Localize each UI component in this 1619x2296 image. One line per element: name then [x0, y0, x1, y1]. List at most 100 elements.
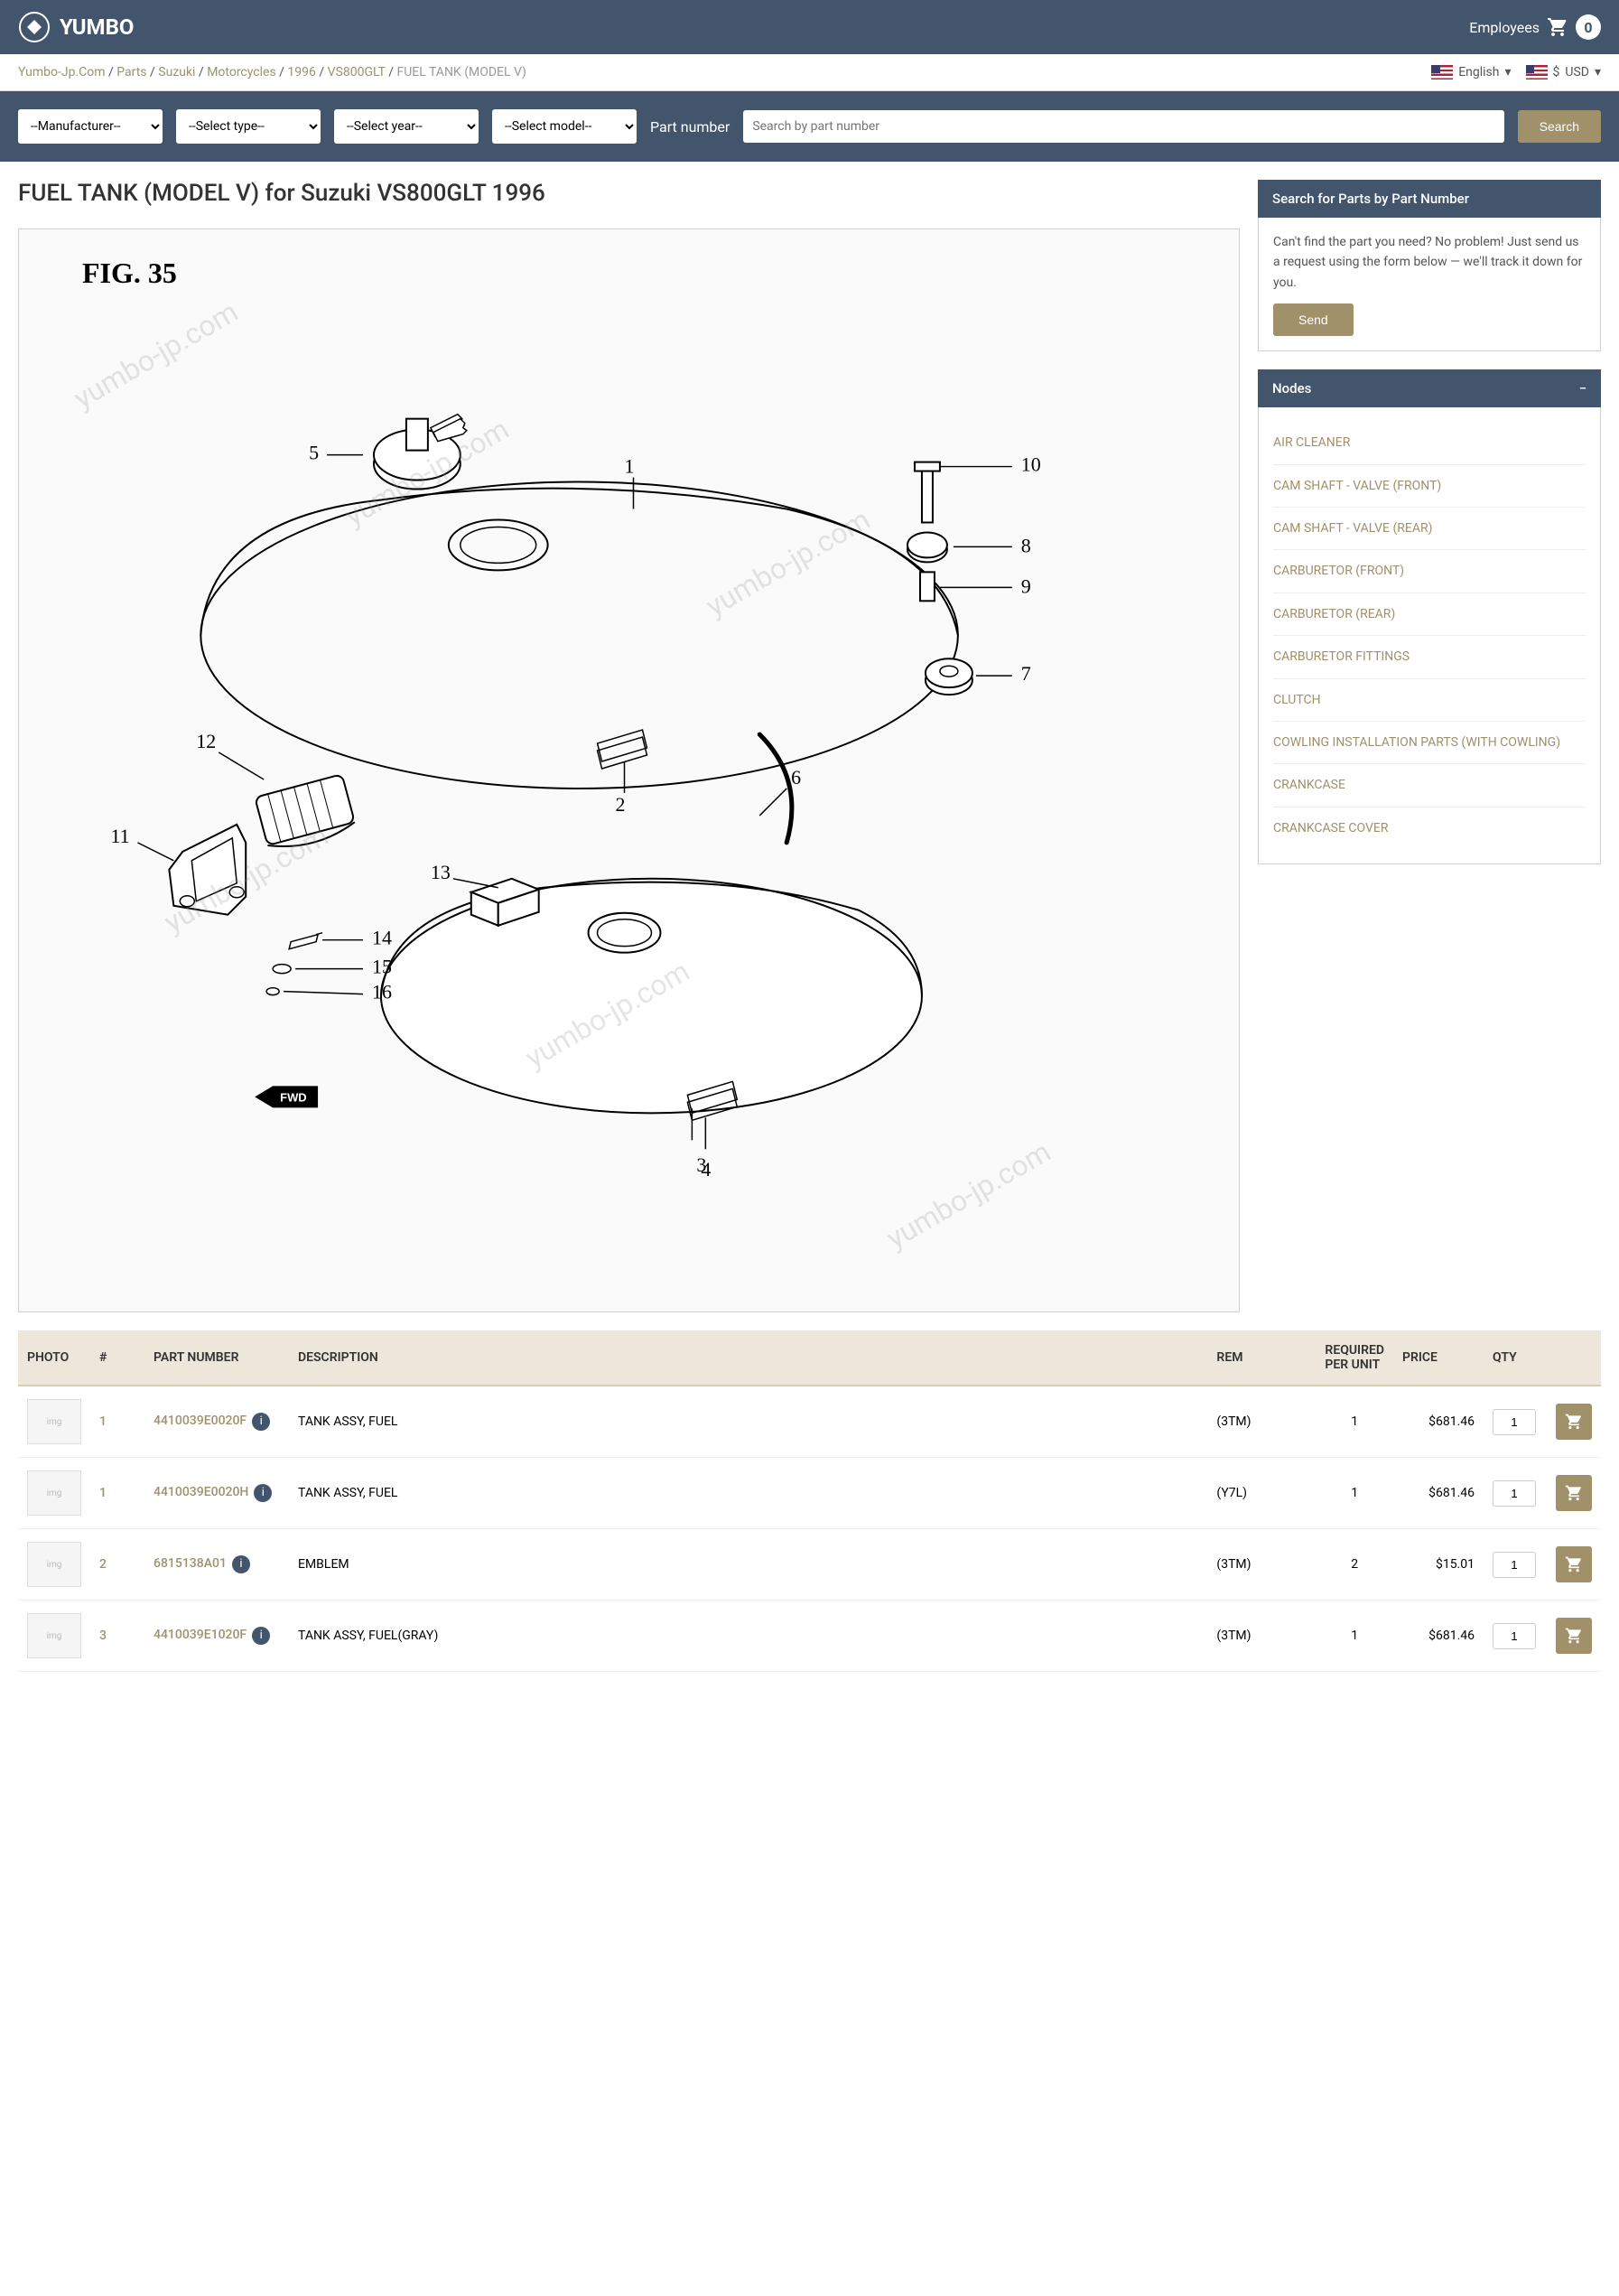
crumb-1[interactable]: Parts	[116, 65, 146, 79]
cell-req: 2	[1316, 1529, 1393, 1601]
node-item[interactable]: CAM SHAFT - VALVE (REAR)	[1273, 508, 1586, 550]
node-item[interactable]: COWLING INSTALLATION PARTS (WITH COWLING…	[1273, 722, 1586, 764]
qty-input[interactable]	[1493, 1409, 1536, 1435]
lang-currency: English ▾ $ USD ▾	[1431, 65, 1601, 79]
breadcrumb: Yumbo-Jp.Com / Parts / Suzuki / Motorcyc…	[18, 65, 526, 79]
node-item[interactable]: CARBURETOR (REAR)	[1273, 593, 1586, 636]
part-thumb[interactable]: img	[27, 1470, 81, 1516]
manufacturer-select[interactable]: --Manufacturer--	[18, 109, 163, 144]
main-content: FUEL TANK (MODEL V) for Suzuki VS800GLT …	[0, 162, 1619, 1330]
node-item[interactable]: AIR CLEANER	[1273, 422, 1586, 464]
ref-link[interactable]: 1	[99, 1414, 107, 1429]
type-select[interactable]: --Select type--	[176, 109, 321, 144]
cell-desc: TANK ASSY, FUEL	[289, 1386, 1207, 1458]
cell-add	[1547, 1529, 1601, 1601]
info-icon[interactable]: i	[232, 1555, 250, 1573]
part-thumb[interactable]: img	[27, 1542, 81, 1587]
qty-input[interactable]	[1493, 1552, 1536, 1578]
partnum-link[interactable]: 4410039E0020F	[154, 1414, 247, 1428]
th-req: REQUIRED PER UNIT	[1316, 1330, 1393, 1386]
nodes-section: Nodes − AIR CLEANER CAM SHAFT - VALVE (F…	[1258, 369, 1601, 864]
table-row: img 1 4410039E0020Fi TANK ASSY, FUEL (3T…	[18, 1386, 1601, 1458]
node-item[interactable]: CARBURETOR (FRONT)	[1273, 550, 1586, 593]
cell-req: 1	[1316, 1458, 1393, 1529]
crumb-4[interactable]: 1996	[287, 65, 315, 79]
cell-ref: 1	[90, 1458, 144, 1529]
svg-text:2: 2	[616, 793, 626, 816]
cell-price: $681.46	[1393, 1458, 1484, 1529]
info-icon[interactable]: i	[254, 1484, 272, 1502]
partnum-link[interactable]: 4410039E1020F	[154, 1628, 247, 1642]
search-button[interactable]: Search	[1518, 110, 1601, 143]
parts-table: PHOTO # PART NUMBER DESCRIPTION REM REQU…	[18, 1330, 1601, 1672]
add-cart-button[interactable]	[1556, 1404, 1592, 1440]
cell-qty	[1484, 1386, 1547, 1458]
cell-add	[1547, 1601, 1601, 1672]
ref-link[interactable]: 1	[99, 1486, 107, 1500]
info-icon[interactable]: i	[252, 1627, 270, 1645]
currency-selector[interactable]: $ USD ▾	[1526, 65, 1601, 79]
cell-desc: EMBLEM	[289, 1529, 1207, 1601]
partnum-input[interactable]	[743, 110, 1503, 143]
crumb-0[interactable]: Yumbo-Jp.Com	[18, 65, 106, 79]
partnum-link[interactable]: 6815138A01	[154, 1556, 227, 1571]
header-right: Employees 0	[1469, 14, 1601, 40]
crumb-5[interactable]: VS800GLT	[328, 65, 386, 79]
cell-photo: img	[18, 1601, 90, 1672]
header-bar: YUMBO Employees 0	[0, 0, 1619, 54]
qty-input[interactable]	[1493, 1480, 1536, 1507]
model-select[interactable]: --Select model--	[492, 109, 637, 144]
cart-count[interactable]: 0	[1576, 14, 1601, 40]
svg-text:8: 8	[1021, 534, 1031, 556]
chevron-down-icon: ▾	[1504, 65, 1511, 79]
part-thumb[interactable]: img	[27, 1399, 81, 1444]
node-item[interactable]: CARBURETOR FITTINGS	[1273, 636, 1586, 678]
logo[interactable]: YUMBO	[18, 11, 134, 43]
add-cart-button[interactable]	[1556, 1546, 1592, 1582]
part-thumb[interactable]: img	[27, 1613, 81, 1658]
currency-label: USD	[1565, 65, 1589, 79]
partnum-link[interactable]: 4410039E0020H	[154, 1485, 248, 1499]
cell-ref: 2	[90, 1529, 144, 1601]
table-row: img 1 4410039E0020Hi TANK ASSY, FUEL (Y7…	[18, 1458, 1601, 1529]
node-item[interactable]: CAM SHAFT - VALVE (FRONT)	[1273, 465, 1586, 508]
add-cart-button[interactable]	[1556, 1618, 1592, 1654]
cell-partnum: 4410039E0020H i	[144, 1458, 289, 1529]
diagram-box[interactable]: FIG. 35 yumbo-jp.com yumbo-jp.com yumbo-…	[18, 229, 1240, 1312]
table-row: img 3 4410039E1020Fi TANK ASSY, FUEL(GRA…	[18, 1601, 1601, 1672]
cell-rem: (3TM)	[1207, 1601, 1316, 1672]
cell-desc: TANK ASSY, FUEL	[289, 1458, 1207, 1529]
crumb-active: FUEL TANK (MODEL V)	[396, 65, 526, 79]
node-item[interactable]: CLUTCH	[1273, 679, 1586, 722]
node-item[interactable]: CRANKCASE	[1273, 764, 1586, 807]
request-body: Can't find the part you need? No problem…	[1258, 218, 1601, 351]
crumb-2[interactable]: Suzuki	[158, 65, 195, 79]
cart-icon[interactable]	[1547, 16, 1568, 38]
cell-price: $681.46	[1393, 1601, 1484, 1672]
th-partnum: PART NUMBER	[144, 1330, 289, 1386]
th-desc: DESCRIPTION	[289, 1330, 1207, 1386]
employees-link[interactable]: Employees	[1469, 19, 1540, 36]
crumb-3[interactable]: Motorcycles	[207, 65, 276, 79]
nodes-header[interactable]: Nodes −	[1258, 369, 1601, 407]
info-icon[interactable]: i	[252, 1413, 270, 1431]
lang-selector[interactable]: English ▾	[1431, 65, 1511, 79]
collapse-icon[interactable]: −	[1579, 380, 1586, 397]
th-ref: #	[90, 1330, 144, 1386]
ref-link[interactable]: 3	[99, 1629, 107, 1643]
cell-qty	[1484, 1601, 1547, 1672]
svg-text:7: 7	[1021, 662, 1031, 685]
partnum-label: Part number	[650, 118, 730, 135]
flag-icon	[1526, 65, 1548, 79]
cell-req: 1	[1316, 1386, 1393, 1458]
year-select[interactable]: --Select year--	[334, 109, 479, 144]
request-text: Can't find the part you need? No problem…	[1273, 232, 1586, 293]
send-button[interactable]: Send	[1273, 303, 1354, 336]
cell-req: 1	[1316, 1601, 1393, 1672]
cell-qty	[1484, 1458, 1547, 1529]
ref-link[interactable]: 2	[99, 1557, 107, 1572]
add-cart-button[interactable]	[1556, 1475, 1592, 1511]
svg-text:10: 10	[1021, 453, 1041, 476]
qty-input[interactable]	[1493, 1623, 1536, 1649]
node-item[interactable]: CRANKCASE COVER	[1273, 807, 1586, 849]
